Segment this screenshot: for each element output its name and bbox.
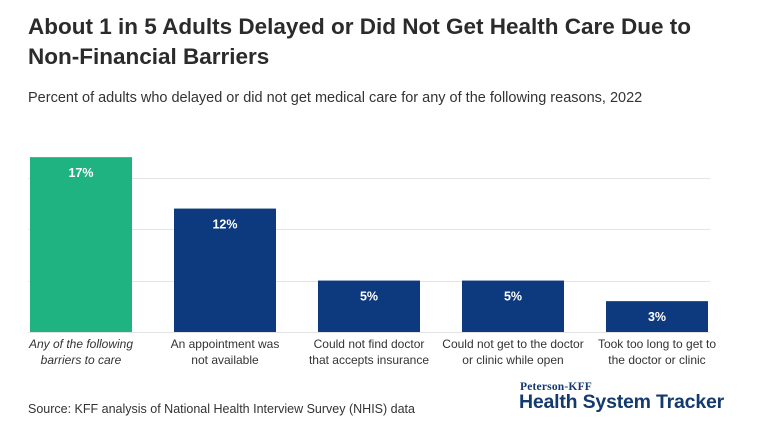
data-label-0: 17%: [68, 166, 93, 180]
category-label-4-line-0: Took too long to get to: [598, 337, 716, 351]
data-label-1: 12%: [212, 218, 237, 232]
brand-logo-main: Health System Tracker: [519, 391, 724, 413]
bar-2: [318, 280, 420, 332]
data-label-2: 5%: [360, 290, 378, 304]
brand-logo: Peterson-KFF Health System Tracker: [519, 381, 724, 414]
brand-logo-top: Peterson-KFF: [520, 381, 593, 393]
category-label-0-line-1: barriers to care: [41, 353, 122, 367]
category-label-3-line-1: or clinic while open: [462, 353, 563, 367]
bar-4: [606, 301, 708, 332]
category-label-3-line-0: Could not get to the doctor: [442, 337, 583, 351]
bar-1: [174, 208, 276, 332]
bar-0: [30, 157, 132, 332]
category-label-1-line-1: not available: [191, 353, 259, 367]
data-label-4: 3%: [648, 310, 666, 324]
bar-3: [462, 280, 564, 332]
chart-subtitle: Percent of adults who delayed or did not…: [28, 90, 643, 106]
category-label-4-line-1: the doctor or clinic: [608, 353, 705, 367]
category-label-2-line-1: that accepts insurance: [309, 353, 429, 367]
category-label-2-line-0: Could not find doctor: [314, 337, 425, 351]
chart-title: About 1 in 5 Adults Delayed or Did Not G…: [28, 14, 691, 69]
source-note: Source: KFF analysis of National Health …: [28, 402, 415, 416]
category-label-0-line-0: Any of the following: [28, 337, 133, 351]
category-label-1-line-0: An appointment was: [171, 337, 280, 351]
data-label-3: 5%: [504, 290, 522, 304]
